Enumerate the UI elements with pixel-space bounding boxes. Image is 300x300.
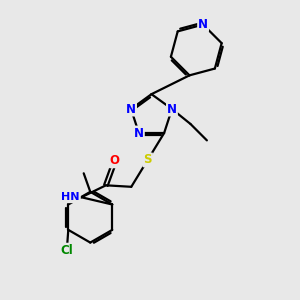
Text: Cl: Cl <box>60 244 73 257</box>
Text: S: S <box>143 153 152 167</box>
Text: O: O <box>110 154 120 167</box>
Text: HN: HN <box>61 192 80 202</box>
Text: N: N <box>167 103 177 116</box>
Text: N: N <box>198 18 208 31</box>
Text: N: N <box>126 103 136 116</box>
Text: N: N <box>134 127 144 140</box>
